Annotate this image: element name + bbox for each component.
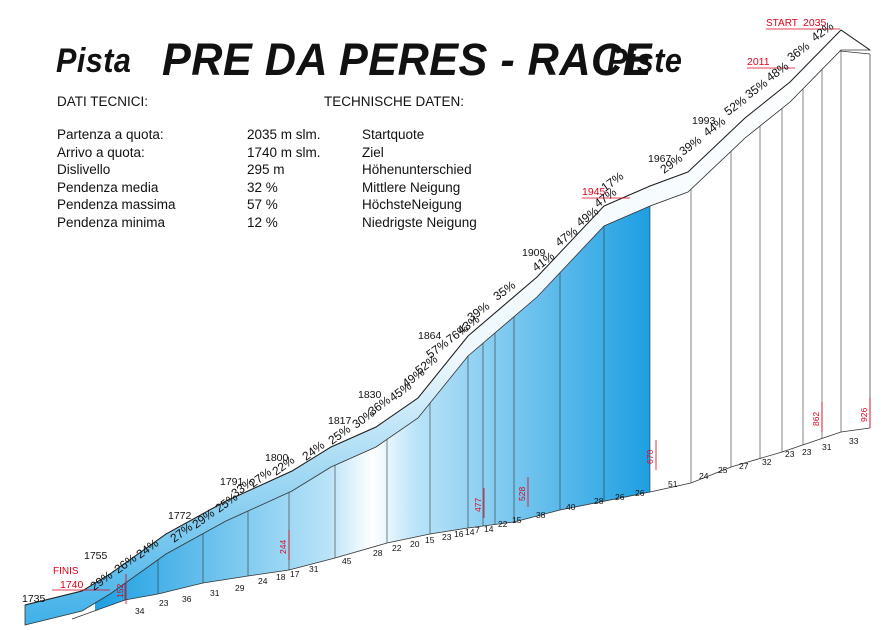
finish-label: FINIS (53, 566, 79, 577)
altitude-label: 1967 (648, 153, 672, 165)
altitude-label: 1945 (582, 186, 606, 198)
segment-length-label: 22 (498, 519, 508, 529)
tech-labels-it: Partenza a quota: Arrivo a quota: Disliv… (57, 126, 176, 231)
tech-label-de: Niedrigste Neigung (362, 214, 477, 230)
segment-length-label: 26 (635, 488, 645, 498)
segment-length-label: 24 (699, 471, 709, 481)
tech-label-de: Höhenunterschied (362, 162, 472, 177)
segment-length-label: 7 (475, 525, 480, 535)
tech-label-it: Dislivello (57, 162, 111, 177)
segment-length-label: 24 (258, 576, 268, 586)
tech-value: 1740 m slm. (247, 144, 321, 160)
segment-length-label: 25 (718, 465, 728, 475)
red-markers (52, 28, 871, 604)
segment-length-label: 18 (276, 572, 286, 582)
segment-length-label: 20 (410, 539, 420, 549)
segment-length-label: 45 (342, 556, 352, 566)
start-altitude: 2035 (803, 17, 827, 29)
segment-length-label: 23 (785, 449, 795, 459)
altitude-label: 1740 (60, 579, 84, 591)
tech-heading-it: DATI TECNICI: (57, 94, 149, 109)
tech-heading-de: TECHNISCHE DATEN: (324, 94, 465, 109)
tech-label-de: Ziel (362, 144, 384, 160)
segment-length-label: 40 (566, 502, 576, 512)
baseline (71, 427, 871, 620)
cumulative-distance-label: 926 (859, 408, 869, 422)
tech-value: 12 % (247, 214, 278, 230)
segment-length-label: 36 (182, 594, 192, 604)
tech-value: 2035 m slm. (247, 127, 321, 142)
altitude-label: 1830 (358, 389, 382, 401)
cumulative-distance-label: 670 (645, 450, 655, 464)
altitude-label: 1993 (692, 115, 716, 127)
tech-label-it: Pendenza minima (57, 214, 166, 230)
altitude-label: 1800 (265, 452, 289, 464)
segment-length-label: 31 (309, 564, 319, 574)
altitude-label: 1791 (220, 476, 244, 488)
segment-length-label: 51 (668, 479, 678, 489)
segment-length-label: 23 (802, 447, 812, 457)
segment-length-label: 14 (484, 524, 494, 534)
segment-length-label: 14 (465, 527, 475, 537)
cumulative-distance-label: 477 (473, 498, 483, 512)
segment-length-label: 38 (536, 510, 546, 520)
altitude-label: 1772 (168, 510, 192, 522)
cumulative-distance-label: 152 (115, 584, 125, 598)
segment-length-label: 15 (512, 515, 522, 525)
segment-length-label: 33 (849, 436, 859, 446)
tech-values: 2035 m slm. 1740 m slm. 295 m 32 % 57 % … (247, 126, 321, 231)
gradient-label: 36% (785, 39, 813, 65)
altitude-label: 1817 (328, 415, 352, 427)
gradient-label: 52% (722, 93, 750, 119)
piste-label: Piste (607, 42, 683, 80)
slope-top-edge (24, 29, 871, 606)
blue-walls (95, 206, 650, 611)
tech-label-de: Mittlere Neigung (362, 179, 461, 195)
tech-value: 57 % (247, 197, 278, 212)
altitude-label: 1735 (22, 593, 46, 605)
segment-length-label: 28 (373, 548, 383, 558)
segment-length-label: 28 (594, 496, 604, 506)
tech-label-de: HöchsteNeigung (362, 197, 462, 212)
segment-length-label: 15 (425, 535, 435, 545)
segment-length-label: 31 (210, 588, 220, 598)
gradient-label: 35% (743, 76, 771, 102)
title-row: Pista PRE DA PERES - RACE Piste (0, 30, 885, 90)
slope-band (24, 29, 872, 626)
cumulative-distance-label: 528 (517, 487, 527, 501)
start-label: START (766, 18, 798, 29)
segment-length-label: 17 (290, 569, 300, 579)
cumulative-distance-label: 862 (811, 412, 821, 426)
segment-length-label: 23 (442, 532, 452, 542)
tech-labels-de: Startquote Ziel Höhenunterschied Mittler… (362, 126, 477, 231)
cumulative-distance-label: 244 (278, 540, 288, 554)
tech-label-it: Arrivo a quota: (57, 144, 145, 160)
segment-length-label: 31 (822, 442, 832, 452)
segment-length-label: 32 (762, 457, 772, 467)
tech-value: 295 m (247, 162, 285, 177)
page-title: PRE DA PERES - RACE (162, 34, 653, 85)
tech-value: 32 % (247, 179, 278, 195)
segment-length-label: 29 (235, 583, 245, 593)
tech-label-de: Startquote (362, 127, 425, 142)
altitude-label: 1755 (84, 550, 108, 562)
gradient-label: 39% (677, 133, 705, 159)
segment-length-label: 26 (615, 492, 625, 502)
segment-length-label: 27 (739, 461, 749, 471)
segment-length-label: 16 (454, 529, 464, 539)
tech-label-it: Partenza a quota: (57, 127, 164, 142)
segment-length-label: 22 (392, 543, 402, 553)
blue-wall (95, 206, 650, 611)
segment-length-label: 34 (135, 606, 145, 616)
altitude-label: 1864 (418, 330, 442, 342)
altitude-label: 2011 (747, 56, 770, 68)
altitude-label: 1909 (522, 247, 546, 259)
pista-label: Pista (56, 42, 132, 80)
tech-label-it: Pendenza media (57, 179, 159, 195)
segment-length-label: 23 (159, 598, 169, 608)
tech-label-it: Pendenza massima (57, 197, 176, 212)
